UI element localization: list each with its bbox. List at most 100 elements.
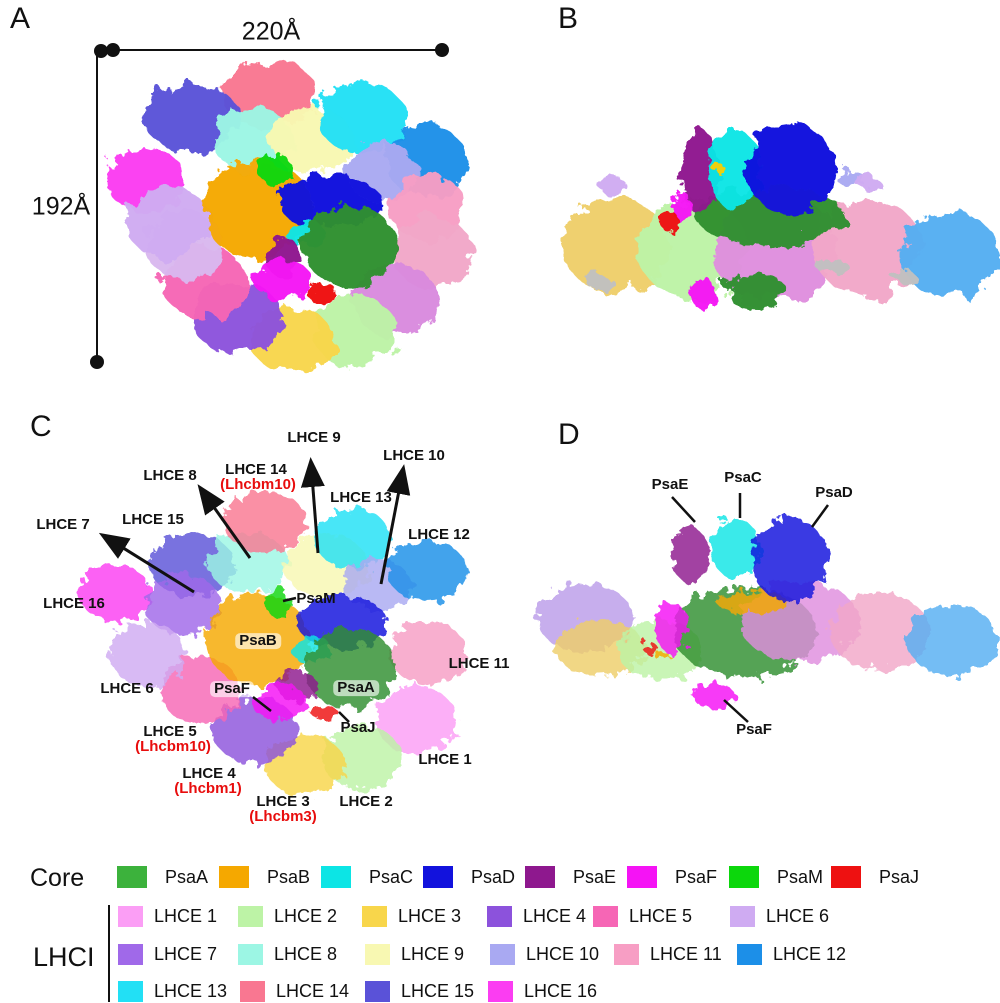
legend-swatch [490,944,515,965]
protein-blob-L2 [313,296,397,368]
protein-blob-PsaE [672,527,708,583]
annotation-label: PsaB [235,633,281,649]
panel-c-letter: C [30,410,52,443]
legend-item: LHCE 7 [118,944,217,965]
legend-label: PsaA [165,866,209,887]
legend-item: LHCE 16 [488,981,597,1002]
panel-b-structure [563,123,1000,310]
protein-blob-gray [586,275,614,289]
legend-item: LHCE 6 [730,906,829,927]
annotation-label: (Lhcbm10) [135,738,211,756]
protein-blob-lblue [907,604,997,676]
protein-blob-PsaD [745,123,835,213]
protein-blob-L1 [376,686,456,754]
protein-blob-ylw [712,163,724,173]
legend-item: PsaB [219,866,310,888]
legend-item: PsaM [729,866,823,888]
legend-swatch [240,981,265,1002]
legend-item: LHCE 1 [118,906,217,927]
protein-blob-PsaJ [311,704,337,720]
protein-blob-L14 [223,492,307,552]
legend-item: PsaD [423,866,515,888]
legend-swatch [593,906,618,927]
legend-item: LHCE 15 [365,981,474,1002]
legend-swatch [831,866,861,888]
leader-line [252,696,272,712]
annotation-label: LHCE 15 [122,511,184,529]
legend-item: LHCE 5 [593,906,692,927]
legend-core-title: Core [30,864,85,892]
protein-blob-pinkr [830,594,930,670]
protein-blob-PsaB [717,590,787,614]
legend-swatch [614,944,639,965]
leader-line [810,504,830,528]
legend-swatch [730,906,755,927]
annotation-label: LHCE 4 [182,765,236,783]
legend-label: PsaE [573,866,617,887]
annotation-label: LHCE 9 [287,429,341,447]
protein-blob-PsaF [252,685,308,721]
legend-swatch [365,981,390,1002]
legend-label: PsaC [369,866,414,887]
legend-swatch [321,866,351,888]
legend-label: LHCE 14 [276,981,350,1001]
arrow-line [197,484,252,559]
arrow-line [98,532,195,594]
legend-swatch [737,944,762,965]
legend-swatch [118,944,143,965]
protein-blob-lblue [900,213,1000,297]
legend-label: LHCE 2 [274,906,338,926]
legend-label: LHCE 16 [524,981,598,1001]
legend-label: LHCE 11 [650,944,722,964]
panel-a-structure [106,61,472,372]
legend-label: LHCE 7 [154,944,218,964]
annotation-label: PsaE [651,476,689,494]
panel-d-structure [537,518,997,709]
leader-line [671,496,696,523]
scalebar-dot [435,43,449,57]
legend-item: LHCE 12 [737,944,846,965]
legend-item: PsaC [321,866,413,888]
legend-swatch [238,906,263,927]
legend-item: LHCE 13 [118,981,227,1002]
legend-item: PsaF [627,866,717,888]
legend-label: LHCE 1 [154,906,218,926]
protein-blob-L6 [598,177,626,193]
protein-blob-PsaD [752,518,828,602]
protein-blob-L6 [126,186,210,258]
protein-blob-dgreen [304,204,396,288]
annotation-label: PsaJ [340,719,376,737]
annotation-label: LHCE 13 [330,489,392,507]
leader-line [282,596,297,603]
scalebar-dot [94,44,108,58]
protein-blob-L13 [315,509,391,569]
annotation-label: LHCE 1 [418,751,472,769]
protein-blob-PsaC [711,518,759,578]
annotation-label: LHCE 10 [383,447,445,465]
legend-item: LHCE 14 [240,981,349,1002]
annotation-label: PsaM [296,590,336,608]
legend-swatch [365,944,390,965]
annotation-label: LHCE 2 [339,793,393,811]
legend-item: LHCE 2 [238,906,337,927]
arrow-line [300,457,325,554]
annotation-label: LHCE 6 [100,680,154,698]
protein-blob-PsaE [680,130,720,214]
protein-blob-L16 [79,565,151,621]
legend-label: PsaF [675,866,718,887]
protein-blob-goldpale [563,197,667,293]
protein-blob-L7 [145,575,221,635]
legend-swatch [117,866,147,888]
protein-blob-PsaF [689,276,715,308]
annotation-label: PsaF [736,721,772,739]
legend-label: PsaM [777,866,824,887]
protein-blob-L12 [387,541,467,601]
protein-blob-PsaM [265,585,289,617]
arrow-line [379,464,411,585]
protein-blob-L13 [317,84,407,152]
protein-blob-PsaJ [307,285,339,303]
legend-label: PsaD [471,866,516,887]
protein-blob-PsaF [671,189,689,221]
legend-label: LHCE 15 [401,981,475,1001]
